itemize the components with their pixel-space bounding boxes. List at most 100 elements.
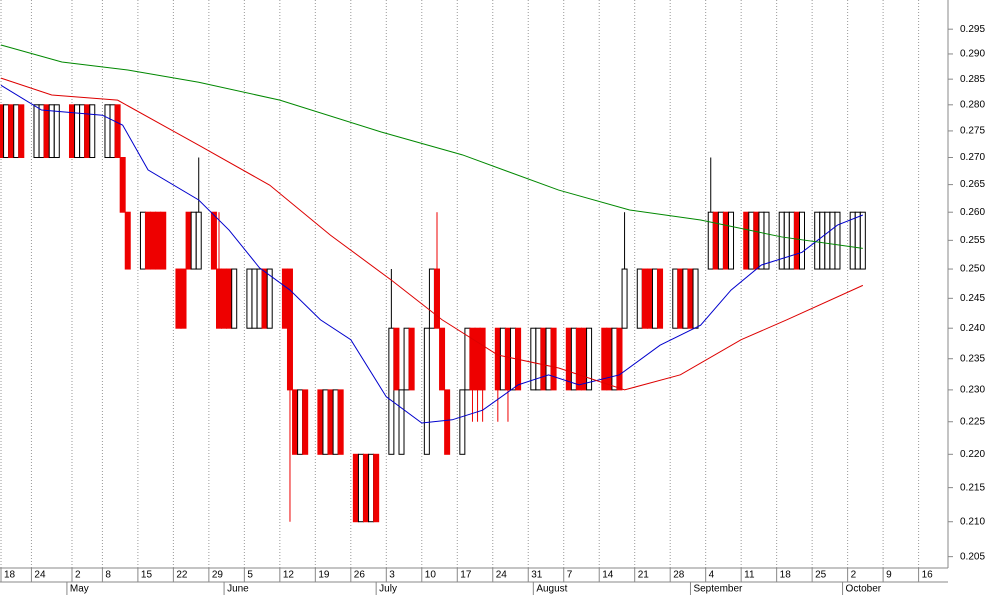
candle-body: [859, 211, 866, 270]
candle-body: [657, 268, 664, 329]
moving-average-line: [0, 77, 864, 391]
y-tick-label: 0.255: [960, 235, 985, 246]
x-tick-label: 25: [815, 570, 827, 581]
y-tick-label: 0.240: [960, 323, 985, 334]
x-tick-label: 18: [4, 570, 16, 581]
candle-body: [692, 268, 699, 329]
candle-body: [545, 327, 552, 391]
candle-body: [798, 211, 805, 270]
candle-body: [783, 211, 790, 270]
candle-body: [139, 211, 146, 270]
candle-body: [408, 327, 415, 391]
candle-body: [459, 389, 466, 455]
candle-body: [48, 104, 55, 159]
x-tick-label: 28: [673, 570, 685, 581]
month-label: October: [846, 584, 882, 595]
candle-body: [357, 453, 364, 523]
candle-body: [748, 211, 755, 270]
x-tick-label: 4: [709, 570, 715, 581]
x-tick-label: 8: [105, 570, 111, 581]
y-tick-label: 0.265: [960, 179, 985, 190]
candle-body: [672, 268, 679, 329]
candle-body: [606, 327, 613, 391]
candle-body: [363, 453, 370, 523]
candle-body: [834, 211, 841, 270]
candle-body: [677, 268, 684, 329]
candle-body: [256, 268, 263, 329]
x-tick-label: 3: [389, 570, 395, 581]
candle-body: [180, 268, 187, 329]
candle-body: [216, 268, 223, 329]
candle-body: [281, 268, 288, 329]
candle-body: [160, 211, 167, 270]
moving-average-line: [0, 44, 863, 249]
candle-body: [535, 327, 542, 391]
candle-body: [261, 268, 268, 329]
candle-body: [388, 327, 395, 455]
candle-body: [433, 268, 440, 329]
x-tick-label: 17: [460, 570, 472, 581]
candle-body: [3, 104, 10, 159]
candle-body: [368, 453, 375, 523]
candle-body: [575, 327, 582, 391]
candle-body: [8, 104, 15, 159]
candle-body: [317, 389, 324, 455]
candle-body: [788, 211, 795, 270]
x-tick-label: 22: [176, 570, 188, 581]
candle-body: [621, 268, 628, 329]
x-tick-label: 29: [212, 570, 224, 581]
candle-body: [824, 211, 831, 270]
candle-body: [687, 268, 694, 329]
candle-body: [79, 104, 86, 159]
candle-body: [104, 104, 111, 159]
month-label: August: [536, 584, 567, 595]
candle-body: [636, 268, 643, 329]
x-tick-label: 16: [922, 570, 934, 581]
candle-body: [266, 268, 273, 329]
candle-body: [332, 389, 339, 455]
y-tick-label: 0.225: [960, 416, 985, 427]
candle-body: [611, 327, 618, 391]
candle-body: [18, 104, 25, 159]
candle-body: [190, 211, 197, 270]
candle-body: [728, 211, 735, 270]
candle-body: [114, 104, 121, 159]
candle-body: [504, 327, 511, 391]
y-tick-label: 0.205: [960, 551, 985, 562]
candle-body: [231, 268, 238, 329]
candle-body: [393, 327, 400, 391]
candle-body: [854, 211, 861, 270]
x-tick-label: 10: [425, 570, 437, 581]
candle-body: [286, 268, 293, 391]
x-tick-label: 5: [247, 570, 253, 581]
candle-body: [743, 211, 750, 270]
candle-body: [758, 211, 765, 270]
candle-body: [616, 327, 623, 391]
month-label: September: [693, 584, 743, 595]
month-label: June: [227, 584, 249, 595]
candle-body: [337, 389, 344, 455]
candle-body: [753, 211, 760, 270]
x-tick-label: 19: [318, 570, 330, 581]
x-tick-label: 2: [75, 570, 81, 581]
candle-body: [494, 327, 501, 391]
candle-body: [251, 268, 258, 329]
x-tick-label: 2: [851, 570, 857, 581]
candle-body: [778, 211, 785, 270]
candle-body: [819, 211, 826, 270]
candle-body: [150, 211, 157, 270]
y-tick-label: 0.280: [960, 99, 985, 110]
month-label: May: [70, 584, 89, 595]
x-tick-label: 31: [531, 570, 543, 581]
y-tick-label: 0.210: [960, 516, 985, 527]
candle-body: [145, 211, 152, 270]
candle-body: [651, 268, 658, 329]
candle-body: [646, 268, 653, 329]
x-tick-label: 11: [744, 570, 755, 581]
x-tick-label: 7: [567, 570, 573, 581]
candle-body: [297, 389, 304, 455]
y-tick-label: 0.270: [960, 152, 985, 163]
x-tick-label: 12: [283, 570, 295, 581]
candle-body: [712, 211, 719, 270]
